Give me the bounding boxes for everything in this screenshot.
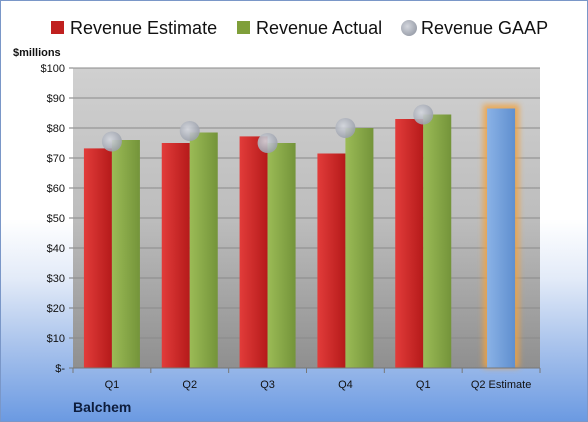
y-unit-label: $millions bbox=[13, 47, 61, 59]
gridlines bbox=[73, 67, 540, 339]
x-axis: Q1 Q2 Q3 Q4 Q1 Q2 Estimate bbox=[72, 368, 541, 391]
marker-revenue-gaap bbox=[413, 104, 434, 125]
x-tick-label: Q1 bbox=[105, 379, 120, 391]
y-tick-label: $20 bbox=[47, 303, 65, 315]
bar-revenue-actual bbox=[345, 128, 374, 368]
y-tick-label: $100 bbox=[41, 63, 65, 75]
marker-revenue-gaap bbox=[335, 118, 356, 138]
marker-revenue-gaap bbox=[101, 131, 122, 152]
legend-label-estimate: Revenue Estimate bbox=[70, 18, 217, 38]
bars bbox=[83, 104, 520, 368]
bar-revenue-actual bbox=[189, 132, 218, 368]
y-tick-label: $50 bbox=[47, 213, 65, 225]
bar-revenue-estimate bbox=[239, 136, 268, 368]
y-tick-label: $- bbox=[55, 363, 65, 375]
bar-revenue-estimate bbox=[395, 119, 424, 368]
y-tick-label: $80 bbox=[47, 123, 65, 135]
bar-revenue-estimate bbox=[161, 143, 190, 368]
legend: Revenue Estimate Revenue Actual Revenue … bbox=[51, 18, 548, 38]
x-tick-label: Q4 bbox=[338, 379, 353, 391]
company-name: Balchem bbox=[73, 399, 131, 415]
gaap-markers bbox=[101, 104, 434, 153]
bar-revenue-estimate-q2 bbox=[487, 108, 516, 368]
legend-marker-gaap bbox=[401, 20, 417, 36]
marker-revenue-gaap bbox=[179, 121, 200, 141]
marker-revenue-gaap bbox=[257, 133, 278, 153]
bar-revenue-actual bbox=[111, 140, 140, 368]
legend-swatch-estimate bbox=[51, 21, 64, 34]
bar-revenue-actual bbox=[267, 143, 296, 368]
legend-swatch-actual bbox=[237, 21, 250, 34]
y-tick-label: $70 bbox=[47, 153, 65, 165]
y-tick-label: $10 bbox=[47, 333, 65, 345]
y-tick-label: $40 bbox=[47, 243, 65, 255]
x-tick-label: Q1 bbox=[416, 379, 431, 391]
x-tick-label: Q2 Estimate bbox=[471, 379, 532, 391]
y-tick-label: $30 bbox=[47, 273, 65, 285]
bar-revenue-estimate bbox=[317, 153, 346, 368]
x-tick-label: Q2 bbox=[182, 379, 197, 391]
legend-label-actual: Revenue Actual bbox=[256, 18, 382, 38]
legend-label-gaap: Revenue GAAP bbox=[421, 18, 548, 38]
y-tick-label: $60 bbox=[47, 183, 65, 195]
x-tick-label: Q3 bbox=[260, 379, 275, 391]
y-tick-label: $90 bbox=[47, 93, 65, 105]
y-axis: $- $10 $20 $30 $40 $50 $60 $70 $80 $90 $100 bbox=[41, 63, 73, 375]
bar-revenue-estimate bbox=[83, 148, 112, 368]
bar-revenue-actual bbox=[423, 114, 452, 368]
